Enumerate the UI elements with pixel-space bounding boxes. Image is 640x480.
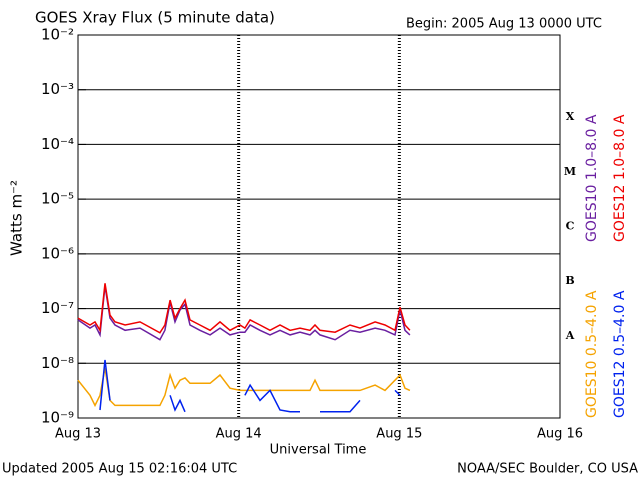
y-tick-label: 10⁻⁷ <box>41 299 74 317</box>
x-tick-label: Aug 14 <box>216 427 262 442</box>
y-tick-label: 10⁻³ <box>41 80 74 98</box>
x-tick-label: Aug 15 <box>376 427 422 442</box>
chart-subtitle: Begin: 2005 Aug 13 0000 UTC <box>406 17 602 32</box>
plot-frame <box>77 34 561 419</box>
legend-entry: GOES12 1.0–8.0 A <box>612 114 628 242</box>
flare-class-label: C <box>566 220 575 233</box>
y-axis-label: Watts m⁻² <box>8 180 26 256</box>
y-tick-label: 10⁻⁸ <box>41 354 74 372</box>
y-tick-label: 10⁻⁴ <box>41 135 74 153</box>
flare-class-label: M <box>564 165 576 178</box>
legend-entry: GOES10 0.5–4.0 A <box>584 290 600 418</box>
x-tick-label: Aug 16 <box>537 427 583 442</box>
footer-right: NOAA/SEC Boulder, CO USA <box>457 462 638 477</box>
x-axis-label: Universal Time <box>270 443 367 458</box>
y-tick-label: 10⁻² <box>41 26 74 44</box>
series-line <box>77 367 411 408</box>
series-line <box>77 283 411 334</box>
chart-title: GOES Xray Flux (5 minute data) <box>35 9 275 27</box>
series-line <box>77 285 411 341</box>
y-tick-label: 10⁻⁶ <box>41 244 74 262</box>
flare-class-label: B <box>565 274 574 287</box>
footer-left: Updated 2005 Aug 15 02:16:04 UTC <box>2 462 237 477</box>
x-tick-label: Aug 13 <box>55 427 101 442</box>
series-line <box>99 359 401 413</box>
y-tick-label: 10⁻⁹ <box>41 409 74 427</box>
legend-entry: GOES12 0.5–4.0 A <box>612 290 628 418</box>
flare-class-label: A <box>565 329 575 342</box>
y-tick-label: 10⁻⁵ <box>41 190 74 208</box>
legend-entry: GOES10 1.0–8.0 A <box>584 114 600 242</box>
flare-class-label: X <box>566 110 575 123</box>
